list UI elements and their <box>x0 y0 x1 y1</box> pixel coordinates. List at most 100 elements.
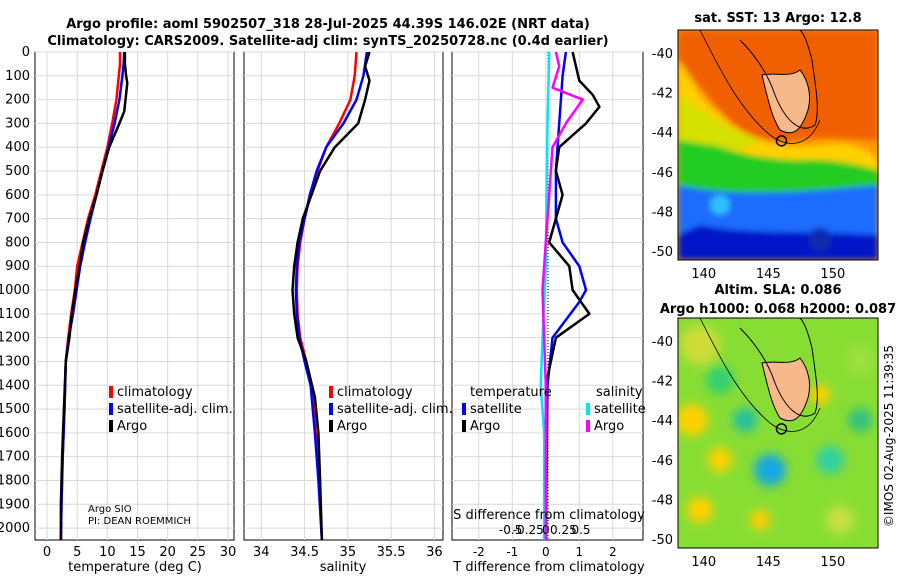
salinity-legend: climatology satellite-adj. clim. Argo <box>329 385 453 434</box>
y-tick-label: 800 <box>5 235 30 250</box>
t-tick-label: 1 <box>576 545 584 559</box>
sst-heatmap <box>678 30 878 260</box>
temperature-legend: climatology satellite-adj. clim. Argo <box>109 385 233 434</box>
legend-s-argo: Argo <box>594 419 624 434</box>
sst-argo-marker <box>775 135 788 147</box>
legend-t-argo: Argo <box>470 419 500 434</box>
series-line <box>294 52 369 540</box>
x-tick-label: 10 <box>99 545 116 560</box>
x-tick-label: 0 <box>43 545 51 560</box>
legend-s-satellite: satellite <box>594 402 646 417</box>
t-difference-xlabel: T difference from climatology <box>452 560 645 575</box>
sla-heatmap <box>678 318 878 548</box>
y-tick-label: 400 <box>5 140 30 155</box>
temperature-panel: 0 5 10 15 20 25 300100200300400500600700800900… <box>0 45 236 575</box>
x-tick-label: 20 <box>159 545 176 560</box>
temperature-axes <box>34 51 235 541</box>
salinity-panel: 34 34.5 35 35.5 36 salinity climatology sate… <box>243 51 453 575</box>
map-y-tick-label: -48 <box>652 205 673 220</box>
legend-salinity-title: salinity <box>596 385 643 400</box>
legend-temperature-title: temperature <box>470 385 552 400</box>
map-y-tick-label: -50 <box>652 245 673 260</box>
x-tick-label: 35 <box>340 545 357 560</box>
y-tick-label: 1400 <box>0 378 30 393</box>
map-y-tick-label: -44 <box>652 126 673 141</box>
s-tick-label: -0.25 <box>513 523 544 537</box>
y-tick-label: 200 <box>5 93 30 108</box>
sst-map-frame <box>677 29 879 261</box>
sla-argo-marker <box>775 423 788 435</box>
map-y-tick-label: -48 <box>652 493 673 508</box>
copyright-stamp: ©IMOS 02-Aug-2025 11:39:35 <box>882 345 896 527</box>
sla-map-title: Altim. SLA: 0.086 <box>715 283 842 298</box>
series-line <box>59 52 129 540</box>
x-tick-label: 30 <box>220 545 237 560</box>
x-tick-label: 25 <box>190 545 207 560</box>
figure-title-line1: Argo profile: aoml 5902507_318 28-Jul-20… <box>66 17 590 32</box>
map-y-tick-label: -40 <box>652 335 673 350</box>
y-tick-label: 1900 <box>0 497 30 512</box>
y-tick-label: 600 <box>5 188 30 203</box>
legend-t-satellite: satellite <box>470 402 522 417</box>
map-x-tick-label: 145 <box>756 267 781 282</box>
s-tick-label: -0.5 <box>499 523 522 537</box>
y-tick-label: 1300 <box>0 354 30 369</box>
t-tick-label: 2 <box>609 545 617 559</box>
y-tick-label: 1000 <box>0 283 30 298</box>
legend-climatology: climatology <box>337 385 413 400</box>
x-tick-label: 34.5 <box>290 545 319 560</box>
y-tick-label: 500 <box>5 164 30 179</box>
map-x-tick-label: 150 <box>820 555 845 570</box>
map-x-tick-label: 145 <box>756 555 781 570</box>
difference-panel: -2 -1 0 1 2 T difference from climatology S … <box>451 51 646 575</box>
y-tick-label: 1200 <box>0 331 30 346</box>
map-y-tick-label: -46 <box>652 166 673 181</box>
series-line <box>544 52 588 540</box>
sla-map-frame <box>677 317 879 549</box>
t-tick-label: 0 <box>542 545 550 559</box>
x-tick-label: 5 <box>73 545 81 560</box>
y-tick-label: 1100 <box>0 307 30 322</box>
x-tick-label: 36 <box>426 545 443 560</box>
y-tick-label: 700 <box>5 212 30 227</box>
y-tick-label: 2000 <box>0 521 30 536</box>
map-y-tick-label: -42 <box>652 86 673 101</box>
legend-satellite: satellite-adj. clim. <box>117 402 233 417</box>
figure-title-line2: Climatology: CARS2009. Satellite-adj cli… <box>47 34 608 49</box>
s-difference-xlabel: S difference from climatology <box>453 508 645 523</box>
y-tick-label: 100 <box>5 69 30 84</box>
map-y-tick-label: -44 <box>652 414 673 429</box>
y-tick-label: 900 <box>5 259 30 274</box>
sst-map: sat. SST: 13 Argo: 12.8 140 145 150 -40 -42 -… <box>652 11 879 282</box>
map-y-tick-label: -40 <box>652 47 673 62</box>
salinity-axes <box>243 51 444 541</box>
y-tick-label: 0 <box>22 45 30 60</box>
y-tick-label: 300 <box>5 116 30 131</box>
series-line <box>291 52 371 540</box>
legend-climatology: climatology <box>117 385 193 400</box>
sla-map: Altim. SLA: 0.086 Argo h1000: 0.068 h200… <box>652 283 896 570</box>
y-tick-label: 1700 <box>0 450 30 465</box>
map-y-tick-label: -50 <box>652 533 673 548</box>
y-tick-label: 1600 <box>0 426 30 441</box>
t-tick-label: -1 <box>506 545 518 559</box>
map-y-tick-label: -46 <box>652 454 673 469</box>
sst-map-title: sat. SST: 13 Argo: 12.8 <box>694 11 861 26</box>
x-tick-label: 15 <box>129 545 146 560</box>
difference-legend: temperature satellite Argo salinity sate… <box>462 385 646 434</box>
series-line <box>541 52 584 540</box>
salinity-xlabel: salinity <box>320 560 367 575</box>
map-x-tick-label: 140 <box>691 555 716 570</box>
map-y-tick-label: -42 <box>652 374 673 389</box>
credit-pi: PI: DEAN ROEMMICH <box>88 516 191 527</box>
y-tick-label: 1800 <box>0 473 30 488</box>
t-tick-label: -2 <box>473 545 485 559</box>
map-x-tick-label: 150 <box>820 267 845 282</box>
credit-institute: Argo SIO <box>88 504 132 515</box>
map-x-tick-label: 140 <box>691 267 716 282</box>
sla-map-subtitle: Argo h1000: 0.068 h2000: 0.087 <box>660 302 896 317</box>
s-tick-label: 0.5 <box>571 523 590 537</box>
temperature-xlabel: temperature (deg C) <box>68 560 202 575</box>
legend-argo: Argo <box>337 419 367 434</box>
